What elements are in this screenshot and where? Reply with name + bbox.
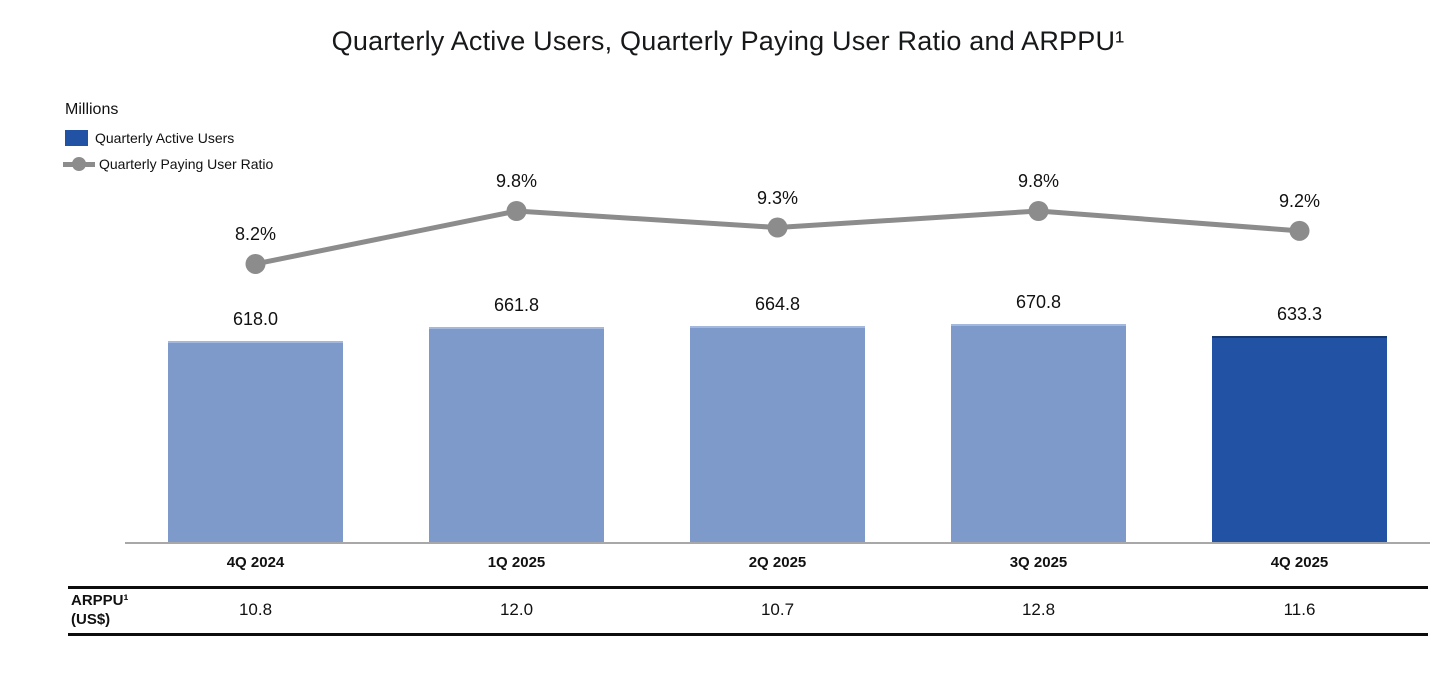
legend-item-active-users: Quarterly Active Users [65, 128, 273, 148]
arppu-value: 12.8 [1021, 600, 1056, 619]
table-top-rule [68, 586, 1428, 589]
chart-title: Quarterly Active Users, Quarterly Paying… [331, 26, 1125, 56]
ratio-value-label: 9.8% [495, 171, 538, 191]
bar-value-label: 633.3 [1276, 304, 1323, 324]
x-axis-label: 2Q 2025 [748, 554, 807, 571]
x-axis-label: 1Q 2025 [487, 554, 546, 571]
qau-bar-4q-2025 [1212, 336, 1387, 543]
arppu-value: 12.0 [499, 600, 534, 619]
bar-value-label: 664.8 [754, 294, 801, 314]
bar-value-label: 661.8 [493, 295, 540, 315]
x-axis-label: 4Q 2024 [226, 554, 285, 571]
legend-item-label: Quarterly Paying User Ratio [99, 156, 274, 172]
legend-item-label: Quarterly Active Users [95, 130, 235, 146]
axis-unit-label: Millions [65, 101, 119, 118]
qau-bar-4q-2024 [168, 341, 343, 543]
ratio-value-label: 8.2% [234, 223, 277, 244]
arppu-value: 10.7 [760, 600, 795, 619]
ratio-value-label: 9.3% [756, 187, 799, 208]
x-axis-line [125, 542, 1430, 544]
arppu-row-header-line2: (US$) [71, 611, 111, 628]
legend-item-paying-ratio: Quarterly Paying User Ratio [63, 154, 274, 174]
arppu-value: 10.8 [238, 600, 273, 619]
line-series-marker-icon [63, 156, 95, 172]
ratio-value-label: 9.8% [1017, 171, 1060, 191]
qau-bar-1q-2025 [429, 327, 604, 543]
arppu-row-header: ARPPU¹ (US$) [71, 591, 129, 629]
qau-bar-2q-2025 [690, 326, 865, 543]
bar-series-swatch-icon [65, 130, 88, 146]
qau-bar-3q-2025 [951, 324, 1126, 543]
arppu-row-header-line1: ARPPU¹ [71, 592, 129, 609]
table-bottom-rule [68, 633, 1428, 636]
bar-value-label: 670.8 [1015, 292, 1062, 312]
bar-value-label: 618.0 [232, 309, 279, 329]
arppu-value: 11.6 [1283, 600, 1316, 619]
x-axis-label: 3Q 2025 [1009, 554, 1068, 571]
legend: Quarterly Active Users Quarterly Paying … [63, 128, 274, 180]
ratio-value-label: 9.2% [1278, 190, 1321, 211]
x-axis-label: 4Q 2025 [1270, 554, 1329, 571]
